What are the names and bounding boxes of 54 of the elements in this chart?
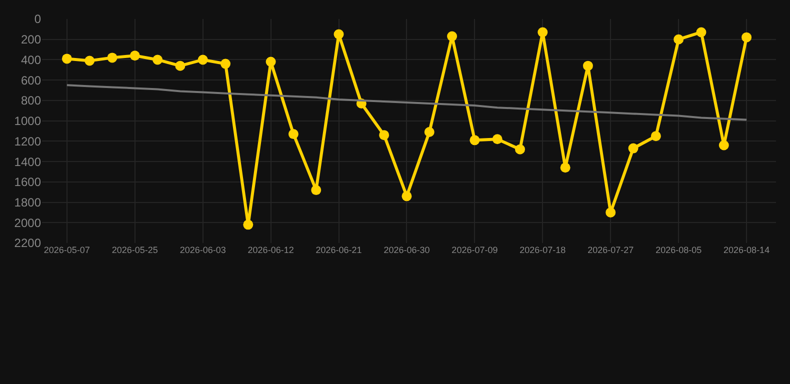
y-tick-label: 2200 bbox=[14, 236, 42, 250]
point bbox=[538, 27, 548, 38]
x-tick-label: 2026-07-27 bbox=[588, 245, 634, 255]
x-tick-label: 2026-06-21 bbox=[316, 245, 362, 255]
point bbox=[606, 207, 616, 218]
y-tick-label: 1000 bbox=[14, 114, 42, 128]
y-tick-label: 600 bbox=[20, 73, 42, 88]
x-tick-label: 2026-06-03 bbox=[180, 245, 226, 255]
point bbox=[311, 185, 322, 196]
y-tick-label: 1400 bbox=[14, 154, 42, 169]
point bbox=[718, 140, 729, 150]
y-tick-label: 200 bbox=[20, 32, 42, 47]
x-tick-label: 2026-06-12 bbox=[248, 245, 294, 255]
point bbox=[243, 220, 254, 230]
y-tick-label: 1600 bbox=[14, 175, 42, 190]
point bbox=[742, 32, 752, 42]
point bbox=[470, 135, 480, 146]
point bbox=[175, 60, 186, 71]
point bbox=[447, 31, 458, 42]
point bbox=[492, 134, 502, 144]
x-tick-label: 2026-08-05 bbox=[656, 245, 702, 255]
point bbox=[424, 127, 434, 138]
point bbox=[402, 191, 412, 202]
x-tick-label: 2026-08-14 bbox=[724, 245, 770, 255]
x-tick-label: 2026-06-30 bbox=[384, 245, 430, 255]
point bbox=[674, 34, 684, 44]
y-tick-label: 1200 bbox=[14, 134, 42, 148]
point bbox=[152, 54, 163, 65]
point bbox=[62, 54, 72, 64]
y-tick-label: 0 bbox=[34, 12, 42, 26]
point bbox=[650, 131, 661, 142]
y-tick-label: 2000 bbox=[14, 216, 42, 230]
y-tick-label: 1800 bbox=[14, 195, 42, 210]
point bbox=[334, 29, 344, 40]
line-series bbox=[66, 84, 748, 121]
x-tick-label: 2026-07-09 bbox=[452, 245, 498, 255]
point bbox=[130, 50, 140, 61]
point bbox=[198, 54, 208, 65]
point bbox=[379, 130, 390, 140]
point bbox=[582, 60, 593, 71]
point bbox=[560, 162, 570, 173]
point bbox=[288, 129, 298, 140]
point bbox=[84, 56, 95, 66]
point bbox=[696, 27, 706, 38]
point bbox=[515, 144, 526, 154]
point bbox=[220, 58, 230, 69]
point bbox=[266, 56, 276, 67]
x-tick-label: 2026-05-07 bbox=[44, 245, 90, 255]
point bbox=[107, 52, 118, 63]
y-tick-label: 800 bbox=[20, 94, 42, 108]
x-tick-label: 2026-05-25 bbox=[112, 245, 158, 255]
y-tick-label: 400 bbox=[20, 52, 42, 67]
x-tick-label: 2026-07-18 bbox=[520, 245, 566, 255]
point bbox=[628, 143, 638, 154]
